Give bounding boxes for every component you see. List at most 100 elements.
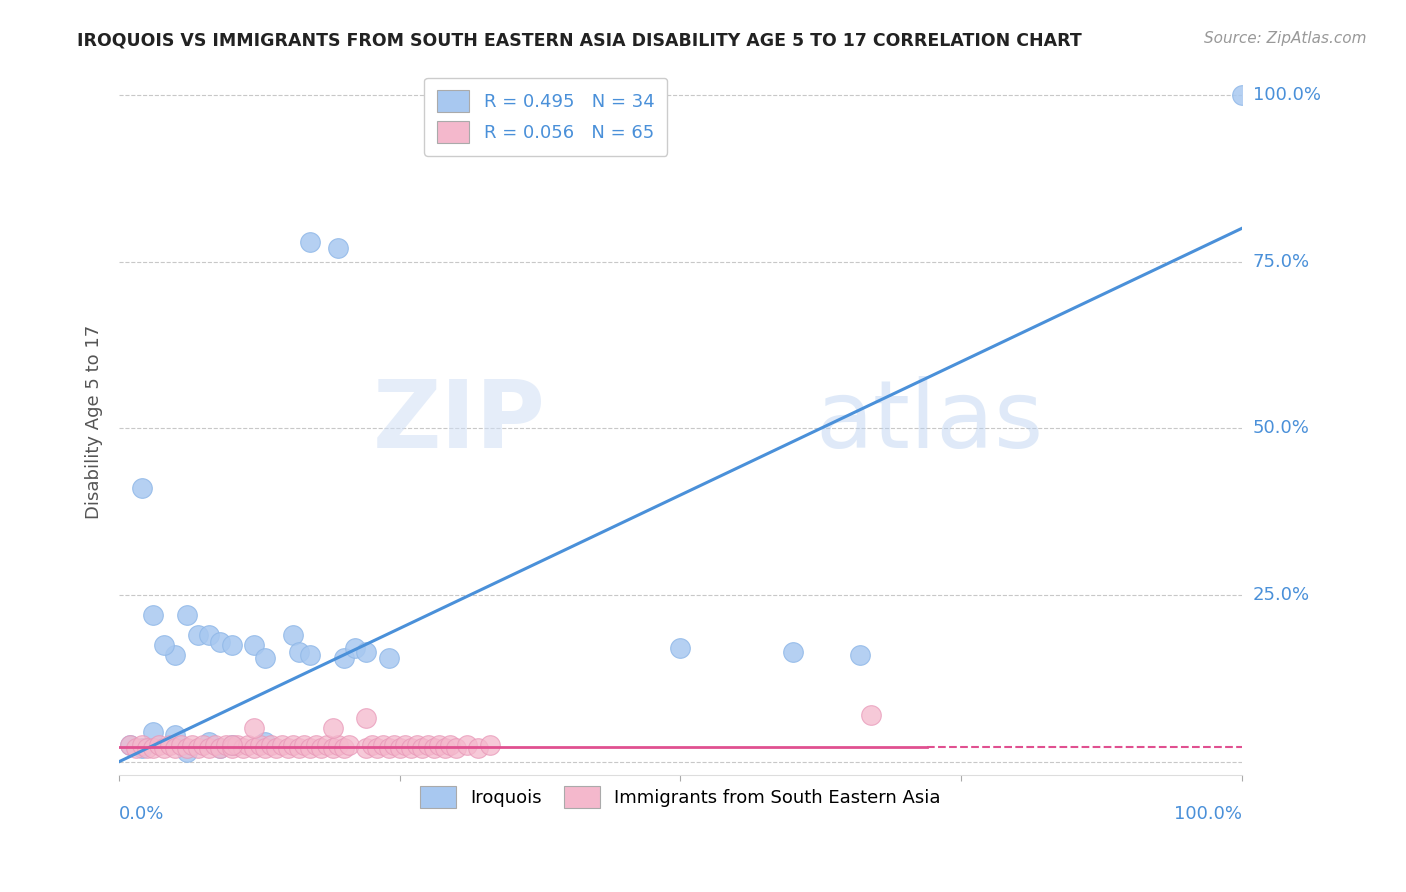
Point <box>299 235 322 249</box>
Point <box>299 648 322 662</box>
Point <box>120 738 142 752</box>
Point <box>478 738 501 752</box>
Point <box>159 738 181 752</box>
Point <box>343 641 366 656</box>
Text: atlas: atlas <box>815 376 1043 467</box>
Point <box>332 741 354 756</box>
Point <box>254 651 277 665</box>
Point <box>187 628 209 642</box>
Text: 100.0%: 100.0% <box>1253 87 1320 104</box>
Point <box>131 738 153 752</box>
Point <box>142 724 165 739</box>
Point <box>221 741 243 756</box>
Point <box>165 728 187 742</box>
Point <box>326 242 349 256</box>
Point <box>243 721 266 735</box>
Point <box>288 645 311 659</box>
Point <box>354 645 377 659</box>
Point <box>1230 88 1253 103</box>
Point <box>321 721 343 735</box>
Point <box>176 741 198 756</box>
Point <box>321 741 343 756</box>
Point <box>316 738 339 752</box>
Point <box>377 741 399 756</box>
Point <box>232 741 254 756</box>
Point <box>226 738 249 752</box>
Point <box>181 738 204 752</box>
Point <box>444 741 467 756</box>
Point <box>142 741 165 756</box>
Point <box>170 738 193 752</box>
Point <box>209 741 232 756</box>
Point <box>204 738 226 752</box>
Point <box>125 741 148 756</box>
Point <box>209 634 232 648</box>
Point <box>416 738 439 752</box>
Point <box>221 638 243 652</box>
Point <box>782 645 804 659</box>
Point <box>136 741 159 756</box>
Point <box>165 648 187 662</box>
Point <box>254 734 277 748</box>
Point <box>260 738 283 752</box>
Point <box>148 738 170 752</box>
Point <box>422 741 444 756</box>
Text: 75.0%: 75.0% <box>1253 252 1310 271</box>
Point <box>354 711 377 725</box>
Point <box>311 741 333 756</box>
Text: 0.0%: 0.0% <box>120 805 165 823</box>
Point <box>332 651 354 665</box>
Point <box>377 651 399 665</box>
Point <box>388 741 411 756</box>
Point <box>411 741 433 756</box>
Point <box>849 648 872 662</box>
Text: Source: ZipAtlas.com: Source: ZipAtlas.com <box>1204 31 1367 46</box>
Text: IROQUOIS VS IMMIGRANTS FROM SOUTH EASTERN ASIA DISABILITY AGE 5 TO 17 CORRELATIO: IROQUOIS VS IMMIGRANTS FROM SOUTH EASTER… <box>77 31 1083 49</box>
Text: 100.0%: 100.0% <box>1174 805 1241 823</box>
Point <box>153 741 176 756</box>
Point <box>456 738 478 752</box>
Point <box>243 741 266 756</box>
Point <box>198 741 221 756</box>
Point <box>176 745 198 759</box>
Text: 50.0%: 50.0% <box>1253 419 1309 437</box>
Point <box>277 741 299 756</box>
Point <box>187 741 209 756</box>
Point <box>382 738 405 752</box>
Point <box>427 738 450 752</box>
Point <box>221 738 243 752</box>
Point <box>467 741 489 756</box>
Point <box>209 741 232 756</box>
Point <box>266 741 288 756</box>
Point <box>254 741 277 756</box>
Point <box>131 741 153 756</box>
Point <box>294 738 316 752</box>
Point <box>354 741 377 756</box>
Point <box>131 481 153 495</box>
Point <box>215 738 238 752</box>
Point <box>288 741 311 756</box>
Point <box>326 738 349 752</box>
Point <box>337 738 360 752</box>
Point <box>120 738 142 752</box>
Point <box>153 638 176 652</box>
Point <box>176 607 198 622</box>
Text: 25.0%: 25.0% <box>1253 586 1310 604</box>
Point <box>422 115 444 129</box>
Point <box>860 708 883 723</box>
Point <box>360 738 382 752</box>
Point <box>394 738 416 752</box>
Point <box>405 738 427 752</box>
Point <box>433 741 456 756</box>
Legend: Iroquois, Immigrants from South Eastern Asia: Iroquois, Immigrants from South Eastern … <box>413 779 948 815</box>
Point <box>283 738 305 752</box>
Point <box>243 638 266 652</box>
Point <box>165 741 187 756</box>
Point <box>271 738 294 752</box>
Point <box>283 628 305 642</box>
Point <box>371 738 394 752</box>
Point <box>198 734 221 748</box>
Point <box>669 641 692 656</box>
Point <box>193 738 215 752</box>
Point <box>198 628 221 642</box>
